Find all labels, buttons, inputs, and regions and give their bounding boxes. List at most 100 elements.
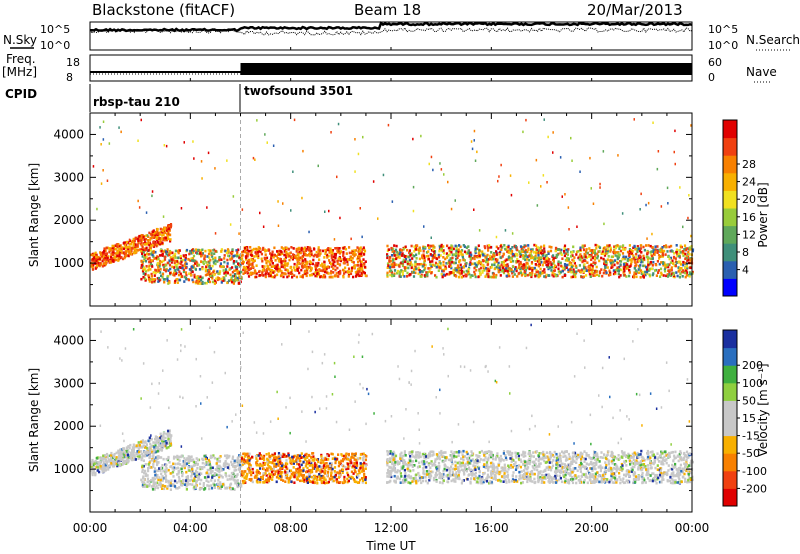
- scatter-cell: [527, 244, 530, 247]
- scatter-cell: [636, 257, 639, 261]
- scatter-cell: [499, 268, 502, 272]
- scatter-cell: [195, 260, 198, 264]
- scatter-cell: [363, 271, 366, 275]
- scatter-cell: [687, 251, 690, 254]
- scatter-cell: [147, 253, 150, 256]
- scatter-cell: [468, 263, 471, 266]
- scatter-cell: [561, 275, 564, 279]
- scatter-cell: [194, 268, 197, 271]
- scatter-cell: [132, 239, 135, 243]
- scatter-cell: [122, 451, 125, 455]
- scatter-cell: [249, 272, 252, 276]
- scatter-cell: [432, 244, 435, 248]
- scatter-cell: [514, 266, 517, 269]
- scatter-cell: [304, 464, 307, 468]
- scatter-cell: [275, 267, 278, 271]
- scatter-cell: [317, 248, 320, 251]
- scatter-cell: [647, 201, 650, 205]
- scatter-cell: [141, 452, 144, 456]
- scatter-cell: [205, 281, 208, 285]
- scatter-cell: [668, 273, 671, 276]
- scatter-cell: [297, 258, 300, 261]
- scatter-cell: [338, 255, 341, 259]
- scatter-cell: [327, 265, 330, 268]
- scatter-cell: [667, 202, 669, 205]
- scatter-cell: [171, 467, 174, 470]
- scatter-cell: [320, 453, 323, 457]
- scatter-cell: [99, 461, 102, 464]
- scatter-cell: [127, 456, 130, 460]
- scatter-cell: [683, 248, 686, 251]
- scatter-cell: [119, 453, 122, 457]
- scatter-cell: [151, 250, 154, 254]
- scatter-cell: [276, 268, 279, 271]
- scatter-cell: [598, 271, 602, 275]
- scatter-cell: [543, 118, 545, 121]
- scatter-cell: [649, 257, 652, 261]
- scatter-cell: [651, 273, 654, 277]
- scatter-cell: [336, 175, 338, 179]
- scatter-cell: [343, 258, 346, 261]
- scatter-cell: [183, 460, 186, 463]
- scatter-cell: [334, 471, 337, 475]
- scatter-cell: [231, 250, 234, 254]
- scatter-cell: [205, 471, 208, 475]
- scatter-cell: [232, 281, 235, 284]
- scatter-cell: [163, 280, 166, 284]
- scatter-cell: [537, 264, 540, 268]
- scatter-cell: [688, 246, 691, 249]
- scatter-cell: [473, 273, 477, 276]
- scatter-cell: [188, 469, 191, 472]
- scatter-cell: [131, 450, 134, 454]
- scatter-cell: [169, 271, 172, 275]
- scatter-cell: [147, 268, 150, 272]
- scatter-cell: [358, 471, 361, 475]
- scatter-cell: [559, 261, 562, 265]
- scatter-cell: [359, 207, 361, 210]
- scatter-cell: [312, 479, 315, 483]
- date-title: 20/Mar/2013: [587, 1, 683, 19]
- scatter-cell: [102, 258, 105, 261]
- scatter-cell: [604, 250, 607, 253]
- scatter-cell: [353, 249, 356, 252]
- scatter-cell: [401, 260, 404, 264]
- scatter-cell: [295, 256, 298, 260]
- scatter-cell: [173, 466, 176, 470]
- scatter-cell: [395, 244, 398, 248]
- scatter-cell: [502, 252, 505, 256]
- scatter-cell: [386, 255, 389, 258]
- scatter-cell: [105, 246, 108, 250]
- scatter-cell: [393, 272, 396, 276]
- scatter-cell: [621, 258, 624, 261]
- scatter-cell: [255, 247, 258, 251]
- scatter-cell: [677, 260, 680, 263]
- scatter-cell: [639, 264, 642, 267]
- scatter-cell: [107, 465, 110, 469]
- scatter-cell: [497, 247, 500, 250]
- scatter-cell: [148, 276, 151, 280]
- scatter-cell: [484, 246, 487, 250]
- scatter-cell: [420, 134, 422, 138]
- scatter-cell: [264, 253, 267, 256]
- scatter-cell: [561, 269, 564, 273]
- scatter-cell: [386, 262, 390, 265]
- scatter-cell: [228, 268, 231, 271]
- scatter-cell: [236, 250, 239, 254]
- scatter-cell: [579, 257, 582, 261]
- scatter-cell: [481, 250, 484, 253]
- scatter-cell: [656, 167, 659, 171]
- scatter-cell: [327, 247, 330, 250]
- scatter-cell: [146, 252, 149, 255]
- scatter-cell: [114, 460, 117, 463]
- scatter-cell: [209, 456, 212, 460]
- scatter-cell: [110, 462, 113, 465]
- scatter-cell: [266, 469, 269, 472]
- scatter-cell: [448, 265, 451, 268]
- scatter-cell: [291, 272, 294, 276]
- scatter-cell: [223, 272, 226, 275]
- scatter-cell: [516, 257, 519, 261]
- scatter-cell: [306, 479, 309, 483]
- scatter-cell: [641, 270, 644, 274]
- y-tick-label: 3000: [53, 170, 84, 184]
- scatter-cell: [315, 262, 318, 265]
